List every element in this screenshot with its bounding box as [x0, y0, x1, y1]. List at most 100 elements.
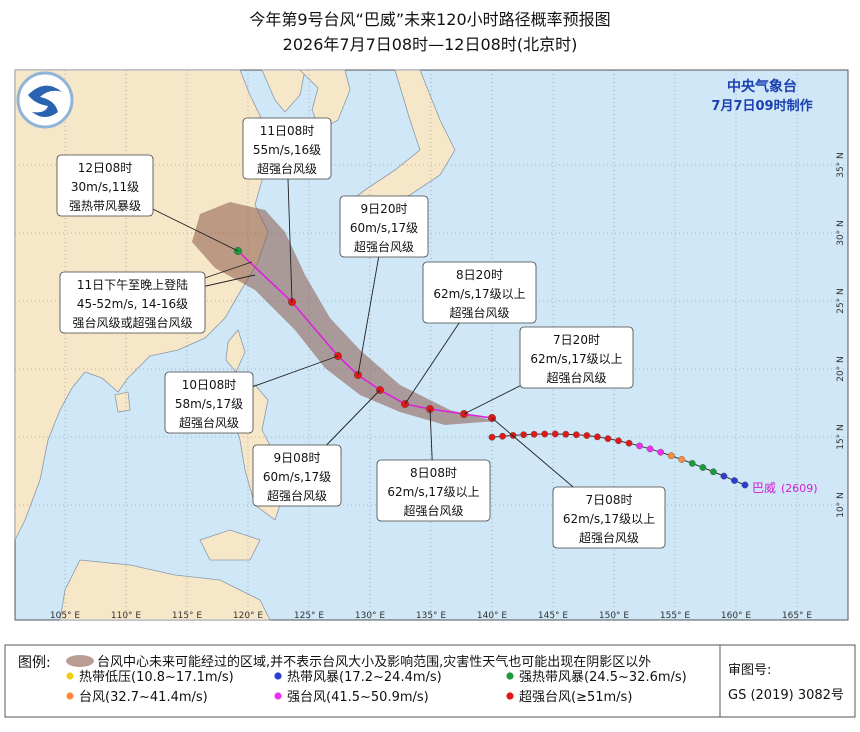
- annotation-text: 超强台风级: [449, 305, 509, 320]
- legend-marker: [274, 672, 282, 680]
- approval-number: GS (2019) 3082号: [728, 688, 844, 703]
- legend-label: 强热带风暴(24.5~32.6m/s): [519, 670, 687, 685]
- past-point: [678, 456, 686, 463]
- annotation-text: 超强台风级: [354, 239, 414, 254]
- annotation-text: 超强台风级: [403, 503, 463, 518]
- annotation-box: [56, 154, 154, 217]
- legend-title: 图例:: [18, 655, 51, 671]
- lon-label: 145° E: [538, 611, 569, 621]
- annotation-text: 9日20时: [361, 202, 408, 216]
- lat-label: 35° N: [836, 152, 846, 178]
- annotation-text: 60m/s,17级: [263, 470, 331, 484]
- legend-cone: 台风中心未来可能经过的区域,并不表示台风大小及影响范围,灾害性天气也可能出现在阴…: [97, 654, 651, 670]
- past-point: [615, 437, 622, 445]
- legend-label: 热带低压(10.8~17.1m/s): [79, 670, 234, 685]
- annotation-box: [422, 261, 537, 324]
- past-point: [667, 452, 675, 460]
- lon-label: 120° E: [233, 611, 264, 621]
- annotation-text: 强台风级或超强台风级: [72, 315, 192, 330]
- annotation-text: 8日08时: [410, 466, 457, 480]
- annotation-text: 45-52m/s, 14-16级: [77, 297, 188, 311]
- annotation-text: 超强台风级: [546, 370, 606, 385]
- logo: [16, 71, 74, 129]
- annotation-box: [552, 486, 666, 549]
- lon-label: 125° E: [294, 611, 325, 621]
- annotation-text: 超强台风级: [579, 530, 639, 545]
- probability-cone: [192, 202, 496, 425]
- lat-label: 10° N: [836, 492, 846, 518]
- lat-label: 25° N: [836, 288, 846, 314]
- annotation-text: 55m/s,16级: [253, 143, 321, 157]
- lat-label: 30° N: [836, 220, 846, 246]
- past-point: [551, 430, 559, 438]
- annotation-text: 强热带风暴级: [69, 199, 141, 213]
- legend-label: 热带风暴(17.2~24.4m/s): [287, 670, 442, 685]
- lat-label: 15° N: [836, 424, 846, 450]
- annotation-box: [59, 271, 206, 334]
- approval-label: 审图号:: [728, 663, 771, 678]
- annotation-text: 超强台风级: [179, 415, 239, 430]
- title: 今年第9号台风“巴威”未来120小时路径概率预报图: [249, 10, 610, 29]
- past-point: [731, 477, 738, 484]
- past-point: [530, 430, 538, 438]
- annotation-box: [519, 326, 634, 389]
- annotation-text: 11日下午至晚上登陆: [77, 277, 188, 292]
- lon-label: 150° E: [599, 611, 630, 621]
- past-point: [488, 433, 496, 441]
- annotation-box: [242, 117, 332, 180]
- past-point: [741, 481, 749, 489]
- past-point: [520, 431, 528, 439]
- past-point: [625, 439, 633, 447]
- legend-label: 超强台风(≥51m/s): [519, 690, 632, 705]
- lon-label: 130° E: [355, 611, 386, 621]
- annotation-text: 超强台风级: [257, 161, 317, 176]
- subtitle: 2026年7月7日08时—12日08时(北京时): [283, 35, 578, 54]
- annotation-text: 62m/s,17级以上: [433, 287, 525, 301]
- annotation-box: [339, 195, 429, 258]
- lon-label: 140° E: [477, 611, 508, 621]
- legend-marker: [66, 692, 74, 700]
- lon-label: 135° E: [416, 611, 447, 621]
- annotation-text: 10日08时: [182, 378, 237, 392]
- past-point: [594, 433, 601, 441]
- past-point: [604, 435, 612, 443]
- lon-label: 110° E: [111, 611, 142, 621]
- past-point: [572, 431, 580, 439]
- past-point: [562, 430, 570, 438]
- past-point: [646, 445, 654, 453]
- annotation-text: 62m/s,17级以上: [530, 352, 622, 366]
- annotation-text: 8日20时: [456, 268, 503, 282]
- past-point: [541, 430, 549, 438]
- past-point: [583, 432, 591, 439]
- annotation-text: 12日08时: [78, 161, 133, 175]
- past-point: [688, 460, 696, 467]
- cone-symbol: [66, 655, 94, 667]
- annotation-text: 11日08时: [260, 124, 315, 138]
- past-point: [499, 432, 506, 440]
- lon-label: 105° E: [50, 611, 81, 621]
- legend-items: 热带低压(10.8~17.1m/s) 热带风暴(17.2~24.4m/s) 强热带风…: [66, 670, 687, 705]
- annotation-box: [252, 444, 342, 507]
- annotation-text: 58m/s,17级: [175, 397, 243, 411]
- agency-name: 中央气象台: [727, 78, 797, 95]
- annotation-text: 超强台风级: [267, 488, 327, 503]
- annotation-text: 62m/s,17级以上: [563, 512, 655, 526]
- typhoon-code: (2609): [781, 482, 818, 495]
- annotation-box: [376, 459, 491, 522]
- past-point: [636, 442, 643, 450]
- legend-label: 台风(32.7~41.4m/s): [79, 690, 208, 705]
- legend-marker: [274, 692, 282, 700]
- past-point: [657, 448, 665, 456]
- made-time: 7月7日09时制作: [711, 98, 812, 114]
- annotation-text: 9日08时: [274, 451, 321, 465]
- lon-label: 165° E: [782, 611, 813, 621]
- lon-label: 160° E: [721, 611, 752, 621]
- legend-marker: [506, 672, 514, 680]
- past-point: [720, 472, 728, 480]
- annotation-text: 7日20时: [553, 333, 600, 347]
- annotation-box: [164, 371, 254, 434]
- legend-marker: [506, 692, 514, 700]
